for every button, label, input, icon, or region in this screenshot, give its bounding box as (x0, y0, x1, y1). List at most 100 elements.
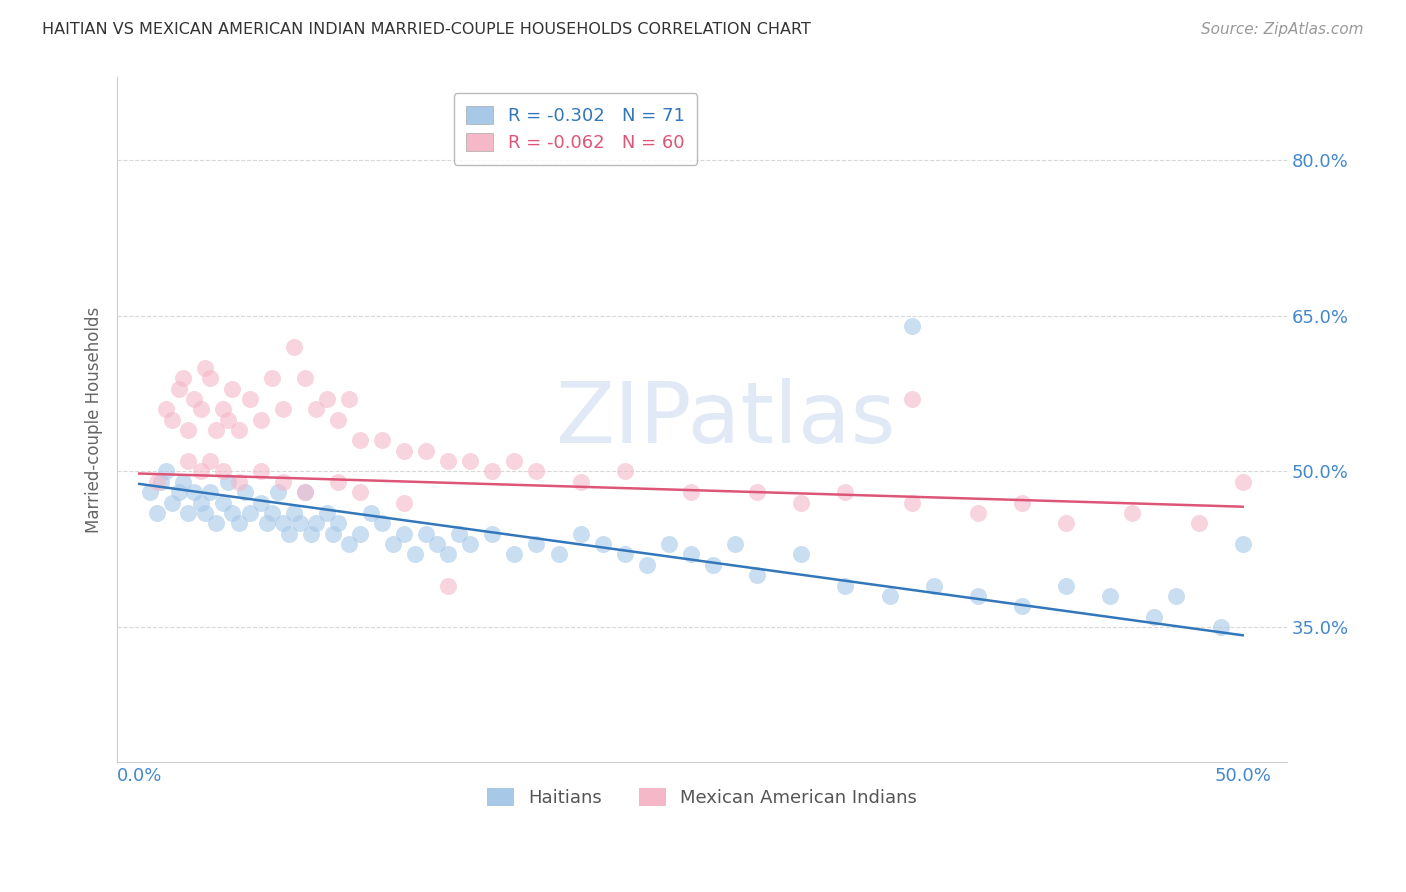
Point (392, 526, 415, 541)
Point (503, 548, 526, 562)
Point (747, 485, 769, 500)
Point (217, 475, 239, 489)
Point (569, 475, 592, 489)
Point (183, 392, 205, 406)
Point (221, 382, 243, 396)
Y-axis label: Married-couple Households: Married-couple Households (86, 307, 103, 533)
Point (382, 537, 405, 551)
Point (194, 506, 217, 520)
Point (415, 526, 437, 541)
Point (790, 548, 813, 562)
Point (190, 465, 212, 479)
Point (426, 537, 449, 551)
Point (239, 506, 262, 520)
Point (190, 495, 212, 509)
Point (249, 495, 271, 509)
Point (613, 465, 636, 479)
Point (1187, 516, 1209, 531)
Point (437, 578, 460, 592)
Point (239, 392, 262, 406)
Point (260, 371, 283, 385)
Point (294, 485, 316, 500)
Point (146, 506, 169, 520)
Point (449, 526, 471, 541)
Point (437, 454, 460, 468)
Point (183, 485, 205, 500)
Point (1011, 599, 1033, 614)
Point (294, 371, 316, 385)
Point (526, 465, 548, 479)
Point (526, 537, 548, 551)
Point (392, 443, 415, 458)
Point (267, 485, 290, 500)
Point (1011, 495, 1033, 509)
Point (305, 516, 328, 531)
Point (392, 495, 415, 509)
Point (1054, 578, 1077, 592)
Legend: Haitians, Mexican American Indians: Haitians, Mexican American Indians (479, 780, 924, 814)
Point (283, 506, 305, 520)
Point (360, 506, 382, 520)
Point (167, 485, 190, 500)
Point (162, 412, 184, 426)
Point (702, 558, 724, 572)
Point (834, 578, 856, 592)
Point (172, 475, 194, 489)
Point (371, 516, 394, 531)
Point (337, 537, 360, 551)
Point (271, 516, 294, 531)
Point (1232, 537, 1254, 551)
Point (1054, 516, 1077, 531)
Point (177, 506, 200, 520)
Point (679, 548, 702, 562)
Point (167, 382, 190, 396)
Point (337, 392, 360, 406)
Point (349, 526, 371, 541)
Point (349, 434, 371, 448)
Point (900, 319, 922, 334)
Point (146, 475, 169, 489)
Point (150, 475, 173, 489)
Point (271, 475, 294, 489)
Point (198, 454, 221, 468)
Point (177, 454, 200, 468)
Point (900, 495, 922, 509)
Point (315, 392, 337, 406)
Point (249, 412, 271, 426)
Point (228, 423, 250, 437)
Point (194, 360, 217, 375)
Point (162, 495, 184, 509)
Point (547, 548, 569, 562)
Point (966, 589, 988, 603)
Point (481, 465, 503, 479)
Point (217, 412, 239, 426)
Point (221, 506, 243, 520)
Point (569, 526, 592, 541)
Point (481, 526, 503, 541)
Point (283, 340, 305, 354)
Point (1099, 589, 1122, 603)
Point (834, 485, 856, 500)
Point (155, 465, 177, 479)
Point (371, 434, 394, 448)
Point (139, 485, 162, 500)
Point (212, 465, 235, 479)
Point (228, 475, 250, 489)
Text: Source: ZipAtlas.com: Source: ZipAtlas.com (1201, 22, 1364, 37)
Point (900, 392, 922, 406)
Point (278, 526, 301, 541)
Point (177, 423, 200, 437)
Point (415, 443, 437, 458)
Point (658, 537, 681, 551)
Point (724, 537, 747, 551)
Point (260, 506, 283, 520)
Point (326, 412, 349, 426)
Point (437, 548, 460, 562)
Point (326, 516, 349, 531)
Text: HAITIAN VS MEXICAN AMERICAN INDIAN MARRIED-COUPLE HOUSEHOLDS CORRELATION CHART: HAITIAN VS MEXICAN AMERICAN INDIAN MARRI… (42, 22, 811, 37)
Point (879, 589, 901, 603)
Point (205, 423, 228, 437)
Point (198, 371, 221, 385)
Point (1209, 620, 1232, 634)
Point (256, 516, 278, 531)
